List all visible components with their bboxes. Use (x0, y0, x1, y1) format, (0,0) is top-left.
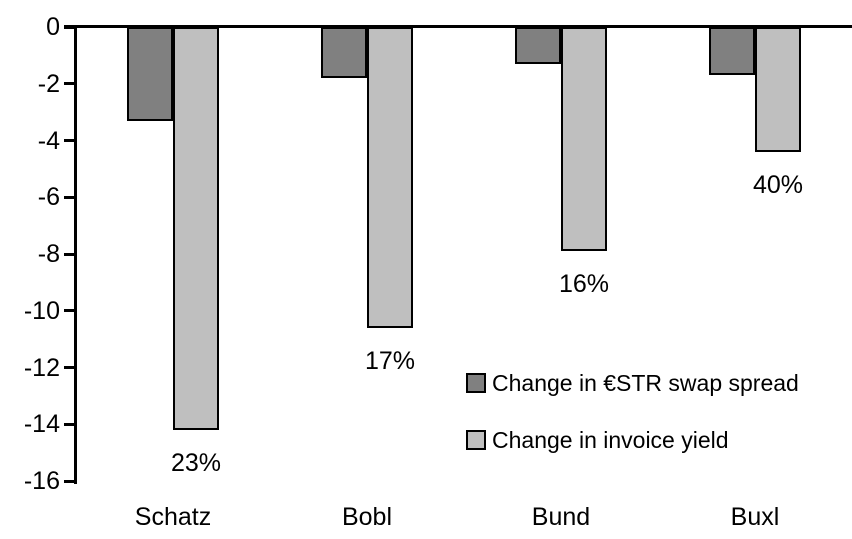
y-axis-tick (64, 366, 76, 369)
legend-swatch-icon (466, 373, 486, 393)
bar-value-label: 16% (558, 270, 610, 299)
y-axis-tick-label: -10 (23, 296, 60, 325)
y-axis-tick-label: -4 (37, 126, 60, 155)
y-axis-line (74, 26, 77, 484)
bar-bobl-series1 (321, 27, 367, 79)
y-axis-tick (64, 309, 76, 313)
legend-entry: Change in invoice yield (466, 428, 729, 452)
bar-bund-series2 (561, 27, 607, 252)
y-axis-tick-label: -14 (23, 410, 60, 439)
y-axis-tick-label: -12 (23, 353, 60, 382)
y-axis-tick (64, 195, 76, 199)
y-axis-tick (64, 479, 76, 483)
y-axis-tick-label: -6 (37, 183, 60, 212)
y-axis-tick-label: -8 (37, 240, 60, 268)
bar-schatz-series2 (173, 27, 219, 430)
x-axis-category-label: Bobl (341, 503, 393, 531)
bar-value-label: 40% (752, 170, 804, 199)
y-axis-tick (64, 252, 76, 256)
bar-buxl-series2 (755, 27, 801, 152)
bar-value-label: 23% (170, 448, 222, 477)
y-axis-tick (64, 82, 76, 86)
y-axis-tick (64, 139, 76, 142)
x-axis-category-label: Buxl (730, 503, 780, 531)
legend-label: Change in invoice yield (492, 427, 729, 453)
legend-label: Change in €STR swap spread (492, 370, 799, 396)
legend-entry: Change in €STR swap spread (466, 371, 799, 395)
zero-baseline (64, 25, 852, 28)
legend-swatch-icon (466, 430, 486, 450)
bar-value-label: 17% (364, 346, 416, 375)
x-axis-category-label: Schatz (134, 503, 212, 531)
y-axis-tick-label: 0 (46, 13, 60, 41)
y-axis-tick (64, 422, 76, 426)
y-axis-tick-label: -16 (23, 467, 60, 495)
bar-schatz-series1 (127, 27, 173, 121)
bar-bobl-series2 (367, 27, 413, 328)
bar-bund-series1 (515, 27, 561, 64)
y-axis-tick-label: -2 (37, 69, 60, 98)
x-axis-category-label: Bund (531, 503, 591, 531)
bar-buxl-series1 (709, 27, 755, 76)
